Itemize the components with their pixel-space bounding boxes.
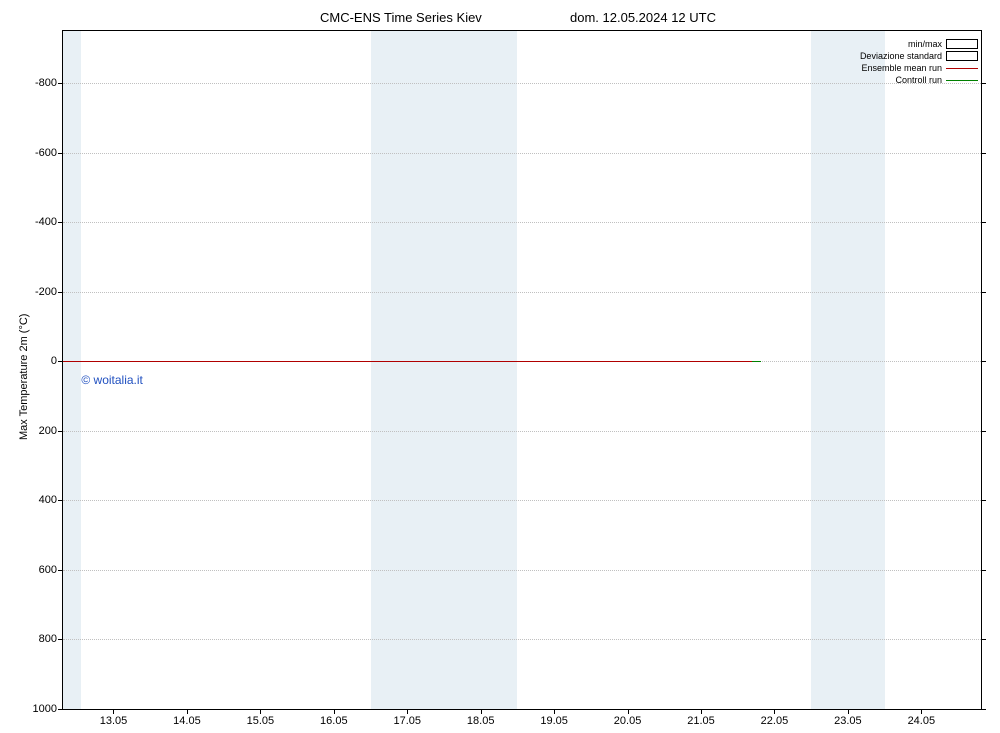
legend-swatch xyxy=(946,75,978,85)
y-gridline xyxy=(63,639,981,640)
x-tick-mark xyxy=(774,709,775,714)
y-tick-mark xyxy=(981,709,986,710)
shaded-region xyxy=(444,31,517,709)
y-tick-mark xyxy=(981,570,986,571)
y-tick-mark xyxy=(58,153,63,154)
x-tick-mark xyxy=(921,709,922,714)
chart-container: CMC-ENS Time Series Kiev dom. 12.05.2024… xyxy=(0,0,1000,733)
y-tick-mark xyxy=(981,292,986,293)
x-tick-mark xyxy=(481,709,482,714)
x-tick-mark xyxy=(187,709,188,714)
x-tick-mark xyxy=(407,709,408,714)
y-gridline xyxy=(63,222,981,223)
shaded-region xyxy=(371,31,444,709)
y-tick-mark xyxy=(58,570,63,571)
y-tick-mark xyxy=(58,431,63,432)
x-tick-mark xyxy=(260,709,261,714)
legend-label: Deviazione standard xyxy=(860,51,946,61)
legend-label: Ensemble mean run xyxy=(861,63,946,73)
y-gridline xyxy=(63,83,981,84)
legend-item: Controll run xyxy=(860,74,978,86)
y-tick-mark xyxy=(58,709,63,710)
plot-area: -800-600-400-2000200400600800100013.0514… xyxy=(62,30,982,710)
y-gridline xyxy=(63,431,981,432)
shaded-region xyxy=(811,31,884,709)
y-gridline xyxy=(63,500,981,501)
chart-title-left: CMC-ENS Time Series Kiev xyxy=(320,10,482,25)
y-tick-mark xyxy=(58,500,63,501)
ensemble-mean-line xyxy=(63,361,752,362)
legend-item: Deviazione standard xyxy=(860,50,978,62)
chart-title-right: dom. 12.05.2024 12 UTC xyxy=(570,10,716,25)
legend-swatch xyxy=(946,51,978,61)
y-tick-mark xyxy=(981,431,986,432)
y-tick-mark xyxy=(58,292,63,293)
legend-swatch xyxy=(946,63,978,73)
x-tick-mark xyxy=(113,709,114,714)
legend-item: min/max xyxy=(860,38,978,50)
x-tick-mark xyxy=(334,709,335,714)
y-tick-mark xyxy=(981,153,986,154)
watermark: © woitalia.it xyxy=(81,373,143,387)
x-tick-mark xyxy=(701,709,702,714)
y-tick-mark xyxy=(981,83,986,84)
legend: min/max Deviazione standard Ensemble mean … xyxy=(860,38,978,86)
legend-item: Ensemble mean run xyxy=(860,62,978,74)
y-gridline xyxy=(63,292,981,293)
legend-swatch xyxy=(946,39,978,49)
shaded-region xyxy=(63,31,81,709)
y-tick-mark xyxy=(58,222,63,223)
y-axis-label: Max Temperature 2m (°C) xyxy=(18,314,30,440)
x-tick-mark xyxy=(554,709,555,714)
x-tick-mark xyxy=(628,709,629,714)
legend-label: Controll run xyxy=(895,75,946,85)
y-tick-mark xyxy=(58,639,63,640)
y-tick-mark xyxy=(58,83,63,84)
y-gridline xyxy=(63,153,981,154)
y-tick-mark xyxy=(981,222,986,223)
legend-label: min/max xyxy=(908,39,946,49)
y-tick-mark xyxy=(981,500,986,501)
y-gridline xyxy=(63,570,981,571)
x-tick-mark xyxy=(848,709,849,714)
y-tick-mark xyxy=(981,639,986,640)
y-tick-mark xyxy=(981,361,986,362)
